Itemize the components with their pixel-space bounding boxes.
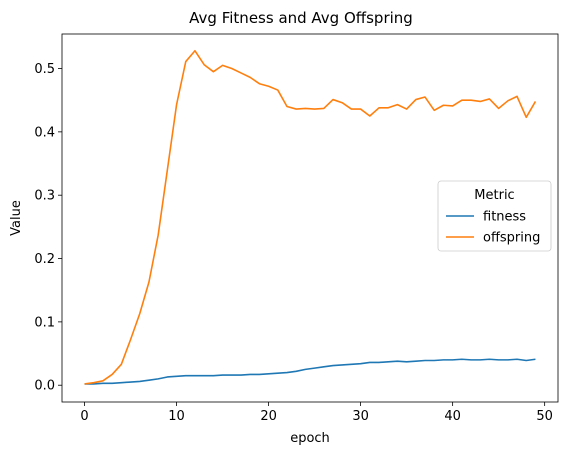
legend-label-offspring: offspring xyxy=(483,231,540,246)
legend-box xyxy=(437,180,552,252)
x-tick-label: 10 xyxy=(168,409,185,424)
plot-area xyxy=(84,49,537,385)
y-axis: 0.0 0.1 0.2 0.3 0.4 0.5 xyxy=(34,62,62,394)
legend-label-fitness: fitness xyxy=(483,210,526,225)
y-tick-label: 0.3 xyxy=(34,189,55,204)
series-line-fitness xyxy=(84,358,536,385)
x-axis: 0 10 20 30 40 50 xyxy=(80,402,553,424)
legend-title: Metric xyxy=(474,188,514,203)
x-tick-label: 30 xyxy=(352,409,369,424)
x-tick-label: 50 xyxy=(536,409,553,424)
series-line-offspring xyxy=(84,49,537,385)
y-tick-label: 0.4 xyxy=(34,125,55,140)
x-tick-label: 40 xyxy=(444,409,461,424)
y-axis-label: Value xyxy=(9,200,24,236)
x-tick-label: 0 xyxy=(80,409,88,424)
y-tick-label: 0.1 xyxy=(34,315,55,330)
x-axis-label: epoch xyxy=(290,431,330,446)
chart-title: Avg Fitness and Avg Offspring xyxy=(189,9,413,27)
y-tick-label: 0.2 xyxy=(34,252,55,267)
y-tick-label: 0.0 xyxy=(34,379,55,394)
axes-frame xyxy=(61,33,559,403)
x-tick-label: 20 xyxy=(260,409,277,424)
y-tick-label: 0.5 xyxy=(34,62,55,77)
legend: Metric fitness offspring xyxy=(437,180,552,252)
